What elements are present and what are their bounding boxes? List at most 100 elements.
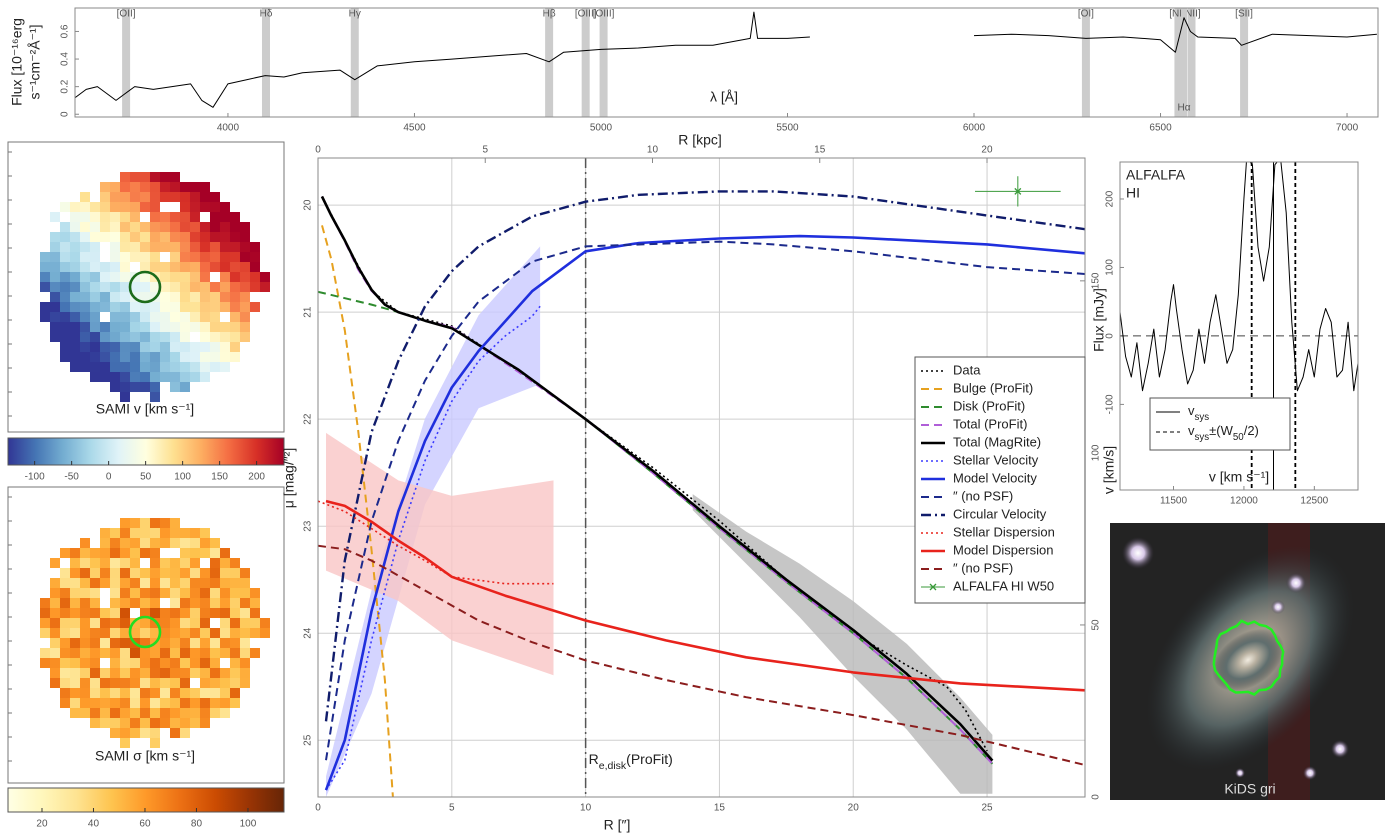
map-pixel: [180, 192, 190, 202]
map-pixel: [130, 708, 140, 718]
map-pixel: [160, 588, 170, 598]
map-pixel: [220, 252, 230, 262]
star: [1331, 740, 1349, 758]
map-pixel: [150, 598, 160, 608]
map-pixel: [70, 312, 80, 322]
map-pixel: [240, 312, 250, 322]
map-pixel: [230, 322, 240, 332]
map-pixel: [160, 538, 170, 548]
map-pixel: [150, 668, 160, 678]
aperture-marker: [128, 270, 162, 304]
map-pixel: [190, 608, 200, 618]
map-pixel: [80, 598, 90, 608]
map-pixel: [60, 698, 70, 708]
map-pixel: [170, 718, 180, 728]
map-pixel: [230, 292, 240, 302]
map-pixel: [40, 628, 50, 638]
map-pixel: [190, 588, 200, 598]
map-pixel: [190, 322, 200, 332]
map-pixel: [190, 222, 200, 232]
map-pixel: [260, 628, 270, 638]
map-pixel: [230, 312, 240, 322]
aperture-marker: [128, 615, 162, 649]
map-pixel: [130, 648, 140, 658]
map-pixel: [180, 362, 190, 372]
map-pixel: [180, 608, 190, 618]
map-pixel: [230, 628, 240, 638]
line-label: [OII]: [117, 9, 136, 20]
map-pixel: [200, 302, 210, 312]
map-pixel: [220, 292, 230, 302]
map-pixel: [200, 538, 210, 548]
map-pixel: [70, 212, 80, 222]
x2-axis-label: R [kpc]: [678, 132, 722, 148]
map-pixel: [120, 538, 130, 548]
map-pixel: [200, 252, 210, 262]
map-pixel: [60, 332, 70, 342]
map-pixel: [200, 202, 210, 212]
legend-label: vsys: [1188, 403, 1209, 423]
map-pixel: [50, 272, 60, 282]
colorbar-tick-label: 0: [106, 472, 112, 483]
map-pixel: [180, 342, 190, 352]
map-pixel: [120, 312, 130, 322]
map-pixel: [60, 252, 70, 262]
map-pixel: [170, 558, 180, 568]
map-pixel: [100, 688, 110, 698]
uncertainty-band: [326, 246, 541, 797]
map-pixel: [70, 588, 80, 598]
map-pixel: [130, 528, 140, 538]
map-pixel: [170, 578, 180, 588]
map-pixel: [200, 292, 210, 302]
map-pixel: [170, 598, 180, 608]
map-pixel: [220, 578, 230, 588]
map-pixel: [200, 528, 210, 538]
map-pixel: [70, 232, 80, 242]
map-pixel: [170, 252, 180, 262]
map-pixel: [100, 628, 110, 638]
map-pixel: [100, 718, 110, 728]
map-pixel: [50, 262, 60, 272]
map-pixel: [160, 618, 170, 628]
map-pixel: [140, 588, 150, 598]
map-pixel: [140, 222, 150, 232]
map-pixel: [60, 578, 70, 588]
map-pixel: [180, 618, 190, 628]
map-pixel: [90, 212, 100, 222]
map-pixel: [160, 352, 170, 362]
map-pixel: [220, 548, 230, 558]
map-pixel: [80, 222, 90, 232]
map-pixel: [140, 322, 150, 332]
map-pixel: [140, 548, 150, 558]
map-pixel: [140, 332, 150, 342]
x-axis-label: λ [Å]: [710, 89, 738, 105]
map-pixel: [40, 252, 50, 262]
map-pixel: [250, 648, 260, 658]
map-pixel: [50, 558, 60, 568]
map-pixel: [190, 628, 200, 638]
line-label: [NII]: [1182, 9, 1201, 20]
map-pixel: [120, 352, 130, 362]
map-pixel: [50, 578, 60, 588]
map-pixel: [160, 688, 170, 698]
map-pixel: [110, 638, 120, 648]
map-pixel: [110, 382, 120, 392]
map-pixel: [70, 658, 80, 668]
map-pixel: [240, 568, 250, 578]
map-pixel: [120, 628, 130, 638]
map-pixel: [190, 708, 200, 718]
map-pixel: [170, 678, 180, 688]
map-pixel: [210, 568, 220, 578]
map-pixel: [50, 242, 60, 252]
series-line: [75, 11, 1377, 108]
legend-label: Disk (ProFit): [953, 398, 1025, 413]
map-pixel: [70, 302, 80, 312]
map-pixel: [140, 518, 150, 528]
map-pixel: [170, 212, 180, 222]
map-pixel: [130, 172, 140, 182]
map-pixel: [190, 312, 200, 322]
x-tick-label: 7000: [1336, 123, 1359, 134]
map-pixel: [100, 538, 110, 548]
map-pixel: [80, 628, 90, 638]
plot-frame: [74, 7, 1379, 118]
